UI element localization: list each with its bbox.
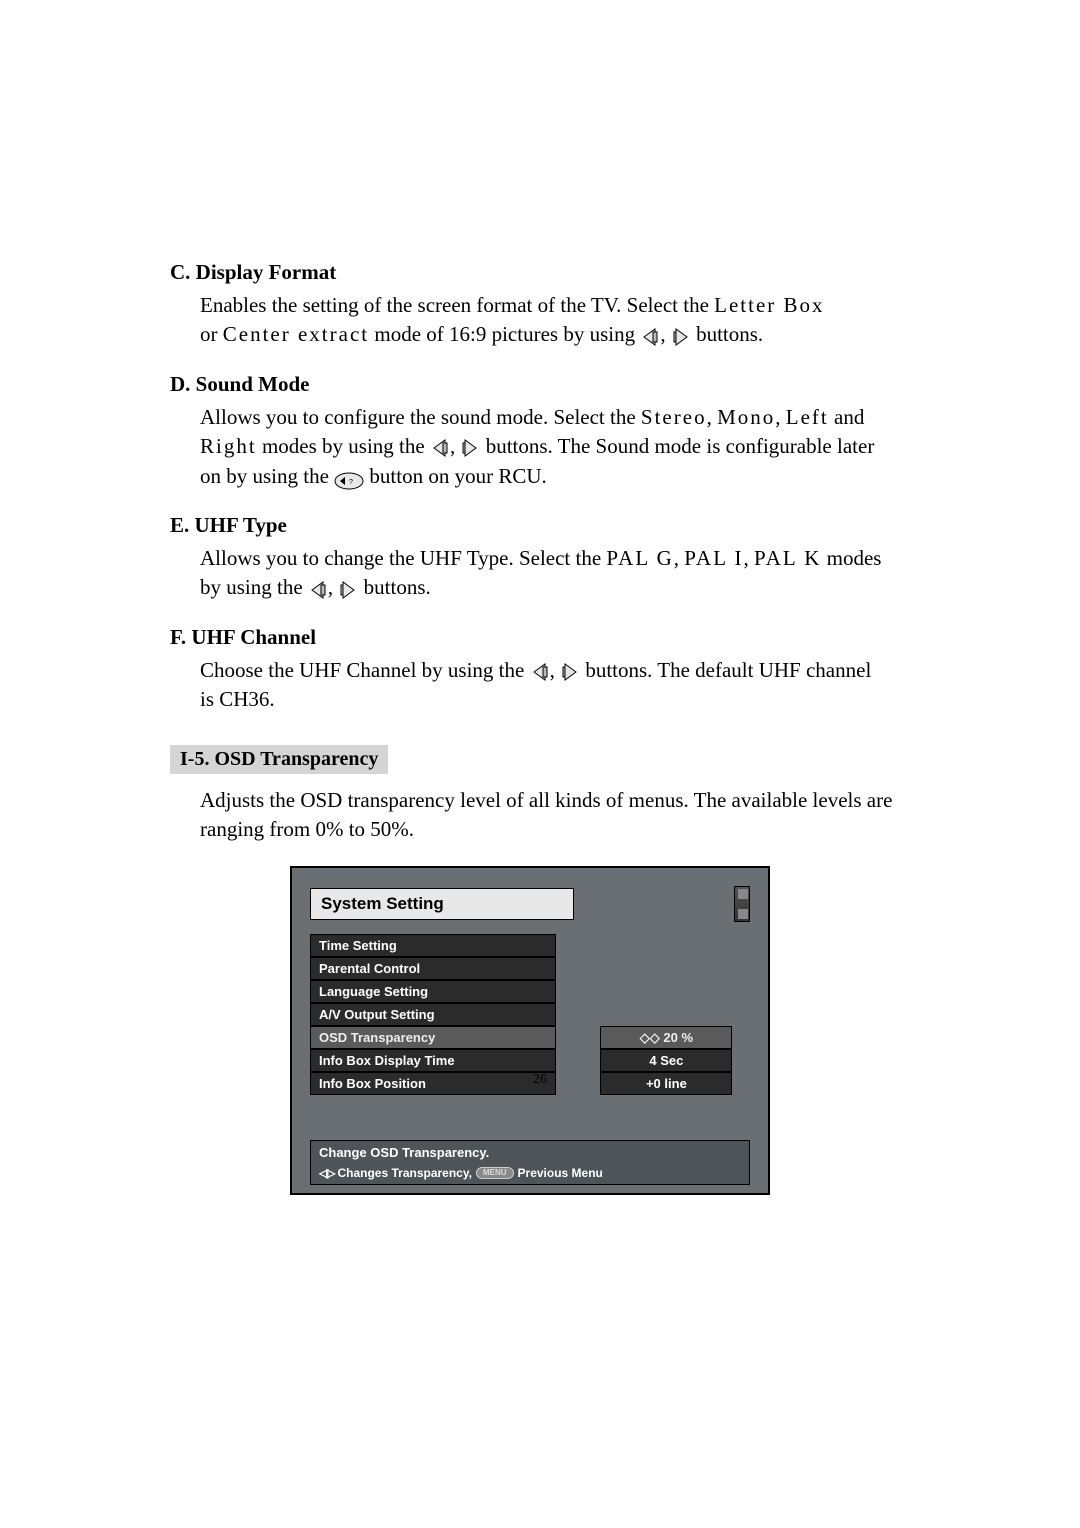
text: and bbox=[829, 405, 865, 429]
osd-scrollbar-icon bbox=[734, 886, 750, 922]
section-title-d: D. Sound Mode bbox=[170, 372, 910, 397]
text: buttons. bbox=[696, 322, 763, 346]
right-arrow-icon bbox=[339, 579, 357, 601]
section-uhf-channel: F. UHF Channel Choose the UHF Channel by… bbox=[170, 625, 910, 715]
page-number: 26 bbox=[0, 1072, 1080, 1088]
text-emph: Center extract bbox=[223, 322, 369, 346]
osd-menu-label: Parental Control bbox=[310, 957, 556, 980]
sound-button-icon: ? bbox=[334, 469, 364, 487]
section-body-e: Allows you to change the UHF Type. Selec… bbox=[200, 544, 910, 603]
section-header-osd-transparency: I-5. OSD Transparency bbox=[170, 745, 388, 774]
section-body-f: Choose the UHF Channel by using the , bu… bbox=[200, 656, 910, 715]
osd-help-controls: ◁▷ Changes Transparency, MENU Previous M… bbox=[319, 1166, 741, 1180]
left-arrow-icon bbox=[309, 579, 327, 601]
osd-menu-row[interactable]: Info Box Display Time 4 Sec bbox=[310, 1049, 750, 1072]
osd-menu-label: Language Setting bbox=[310, 980, 556, 1003]
text: buttons. The default UHF channel bbox=[585, 658, 871, 682]
section-body-c: Enables the setting of the screen format… bbox=[200, 291, 910, 350]
text-emph: Stereo bbox=[641, 405, 707, 429]
text: Choose the UHF Channel by using the bbox=[200, 658, 530, 682]
text: by using the bbox=[200, 575, 308, 599]
text: Allows you to change the UHF Type. Selec… bbox=[200, 546, 606, 570]
text-emph: PAL I bbox=[684, 546, 743, 570]
right-arrow-icon bbox=[561, 661, 579, 683]
osd-menu-label: Info Box Display Time bbox=[310, 1049, 556, 1072]
osd-menu-label: A/V Output Setting bbox=[310, 1003, 556, 1026]
osd-screenshot: System Setting Time SettingParental Cont… bbox=[290, 866, 770, 1195]
text-emph: PAL G bbox=[606, 546, 673, 570]
section-title-c: C. Display Format bbox=[170, 260, 910, 285]
text: , bbox=[707, 405, 718, 429]
osd-menu-value: 4 Sec bbox=[600, 1049, 732, 1072]
text: modes bbox=[821, 546, 881, 570]
osd-help-text: Change OSD Transparency. bbox=[319, 1145, 741, 1160]
text: , bbox=[744, 546, 755, 570]
section-sound-mode: D. Sound Mode Allows you to configure th… bbox=[170, 372, 910, 491]
text: button on your RCU. bbox=[369, 464, 546, 488]
text: buttons. The Sound mode is configurable … bbox=[486, 434, 875, 458]
menu-button-icon: MENU bbox=[476, 1167, 514, 1179]
text: mode of 16:9 pictures by using bbox=[369, 322, 640, 346]
text: Changes Transparency, bbox=[337, 1166, 472, 1180]
text: or bbox=[200, 322, 223, 346]
section-title-f: F. UHF Channel bbox=[170, 625, 910, 650]
osd-menu-label: OSD Transparency bbox=[310, 1026, 556, 1049]
text: , bbox=[674, 546, 685, 570]
svg-text:?: ? bbox=[349, 479, 353, 486]
text-emph: Letter Box bbox=[714, 293, 824, 317]
text-emph: Left bbox=[786, 405, 829, 429]
left-right-icon: ◁▷ bbox=[319, 1166, 333, 1180]
section-title-e: E. UHF Type bbox=[170, 513, 910, 538]
text-emph: Mono bbox=[717, 405, 775, 429]
osd-transparency-description: Adjusts the OSD transparency level of al… bbox=[200, 786, 910, 845]
osd-menu-value: ◇◇ 20 % bbox=[600, 1026, 732, 1049]
right-arrow-icon bbox=[672, 326, 690, 348]
text: modes by using the bbox=[257, 434, 430, 458]
osd-menu-row[interactable]: OSD Transparency ◇◇ 20 % bbox=[310, 1026, 750, 1049]
text-emph: Right bbox=[200, 434, 257, 458]
osd-menu-row[interactable]: A/V Output Setting bbox=[310, 1003, 750, 1026]
osd-menu-row[interactable]: Language Setting bbox=[310, 980, 750, 1003]
text: is CH36. bbox=[200, 687, 275, 711]
section-body-d: Allows you to configure the sound mode. … bbox=[200, 403, 910, 491]
text: buttons. bbox=[364, 575, 431, 599]
text-emph: PAL K bbox=[754, 546, 821, 570]
osd-menu-row[interactable]: Time Setting bbox=[310, 934, 750, 957]
osd-menu-row[interactable]: Parental Control bbox=[310, 957, 750, 980]
text: Enables the setting of the screen format… bbox=[200, 293, 714, 317]
section-uhf-type: E. UHF Type Allows you to change the UHF… bbox=[170, 513, 910, 603]
section-display-format: C. Display Format Enables the setting of… bbox=[170, 260, 910, 350]
left-arrow-icon bbox=[641, 326, 659, 348]
left-arrow-icon bbox=[431, 437, 449, 459]
osd-help-box: Change OSD Transparency. ◁▷ Changes Tran… bbox=[310, 1140, 750, 1185]
left-arrow-icon bbox=[531, 661, 549, 683]
osd-menu-label: Time Setting bbox=[310, 934, 556, 957]
right-arrow-icon bbox=[461, 437, 479, 459]
osd-window-title: System Setting bbox=[310, 888, 574, 920]
text: on by using the bbox=[200, 464, 334, 488]
text: , bbox=[775, 405, 786, 429]
text: Previous Menu bbox=[518, 1166, 603, 1180]
text: Allows you to configure the sound mode. … bbox=[200, 405, 641, 429]
